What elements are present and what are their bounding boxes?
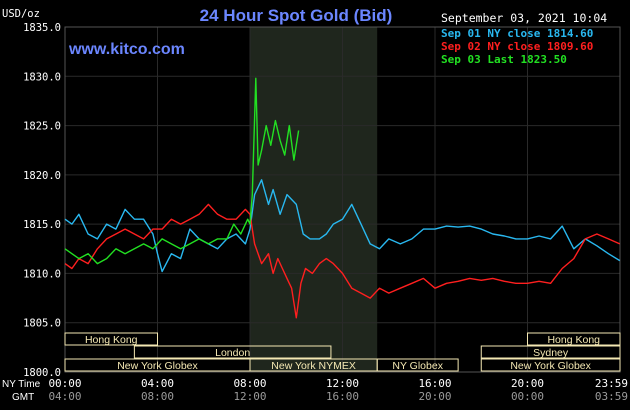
- x-tick-label-ny: 20:00: [511, 377, 544, 390]
- series-line-1: [64, 179, 621, 273]
- legend-item-sep02: Sep 02 NY close 1809.60: [441, 40, 593, 53]
- y-tick-label: 1800.0: [23, 367, 61, 379]
- unit-label: USD/oz: [2, 8, 40, 20]
- y-tick-label: 1835.0: [23, 22, 61, 34]
- x-tick-label-ny: 08:00: [233, 377, 266, 390]
- x-tick-label-gmt: 03:59: [595, 390, 628, 403]
- session-label: New York NYMEX: [271, 360, 356, 372]
- session-box: [133, 345, 332, 359]
- x-tick-label-gmt: 16:00: [326, 390, 359, 403]
- x-tick-label-gmt: 20:00: [418, 390, 451, 403]
- session-bar: NY Globex: [376, 358, 459, 372]
- session-label: New York Globex: [117, 360, 198, 372]
- session-label: London: [215, 347, 250, 359]
- x-tick-label-ny: 23:59: [595, 377, 628, 390]
- plot-frame: [64, 26, 621, 373]
- session-box: [480, 358, 621, 372]
- session-label: Sydney: [533, 347, 569, 359]
- chart-title: 24 Hour Spot Gold (Bid): [200, 6, 393, 25]
- legend-item-sep03: Sep 03 Last 1823.50: [441, 53, 567, 66]
- legend: Sep 01 NY close 1814.60 Sep 02 NY close …: [441, 27, 593, 66]
- x-tick-label-gmt: 04:00: [48, 390, 81, 403]
- y-tick-label: 1810.0: [23, 268, 61, 280]
- price-series: [64, 77, 621, 319]
- x-tick-label-gmt: 08:00: [141, 390, 174, 403]
- gmt-label: GMT: [12, 392, 34, 403]
- session-box: [64, 332, 158, 346]
- session-box: [527, 332, 621, 346]
- x-tick-label-gmt: 00:00: [511, 390, 544, 403]
- session-label: NY Globex: [392, 360, 443, 372]
- series-line-3: [64, 77, 300, 265]
- y-tick-label: 1825.0: [23, 121, 61, 133]
- session-label: Hong Kong: [547, 334, 600, 346]
- y-axis-ticks: 1835.0 1830.0 1825.0 1820.0 1815.0 1810.0 1805…: [23, 22, 61, 379]
- session-bar: Sydney: [480, 345, 621, 359]
- y-tick-label: 1805.0: [23, 318, 61, 330]
- x-tick-label-ny: 00:00: [48, 377, 81, 390]
- x-tick-label-ny: 04:00: [141, 377, 174, 390]
- x-tick-label-ny: 16:00: [418, 377, 451, 390]
- session-bar: Hong Kong: [527, 332, 621, 346]
- x-tick-label-gmt: 12:00: [233, 390, 266, 403]
- session-box: [480, 345, 621, 359]
- y-tick-label: 1820.0: [23, 170, 61, 182]
- session-label: Hong Kong: [85, 334, 138, 346]
- session-bar: London: [133, 345, 332, 359]
- session-bar: Hong Kong: [64, 332, 158, 346]
- legend-item-sep01: Sep 01 NY close 1814.60: [441, 27, 593, 40]
- session-box: [376, 358, 459, 372]
- timestamp: September 03, 2021 10:04: [441, 11, 607, 25]
- y-tick-label: 1815.0: [23, 219, 61, 231]
- x-axis-ticks: 00:0004:0004:0008:0008:0012:0012:0016:00…: [48, 377, 628, 403]
- session-label: New York Globex: [510, 360, 591, 372]
- nymex-shade: [250, 27, 378, 372]
- session-bar: New York Globex: [480, 358, 621, 372]
- website-label: www.kitco.com: [68, 41, 185, 58]
- y-tick-label: 1830.0: [23, 71, 61, 83]
- x-tick-label-ny: 12:00: [326, 377, 359, 390]
- ny-time-label: NY Time: [2, 379, 41, 390]
- series-line-2: [64, 203, 621, 319]
